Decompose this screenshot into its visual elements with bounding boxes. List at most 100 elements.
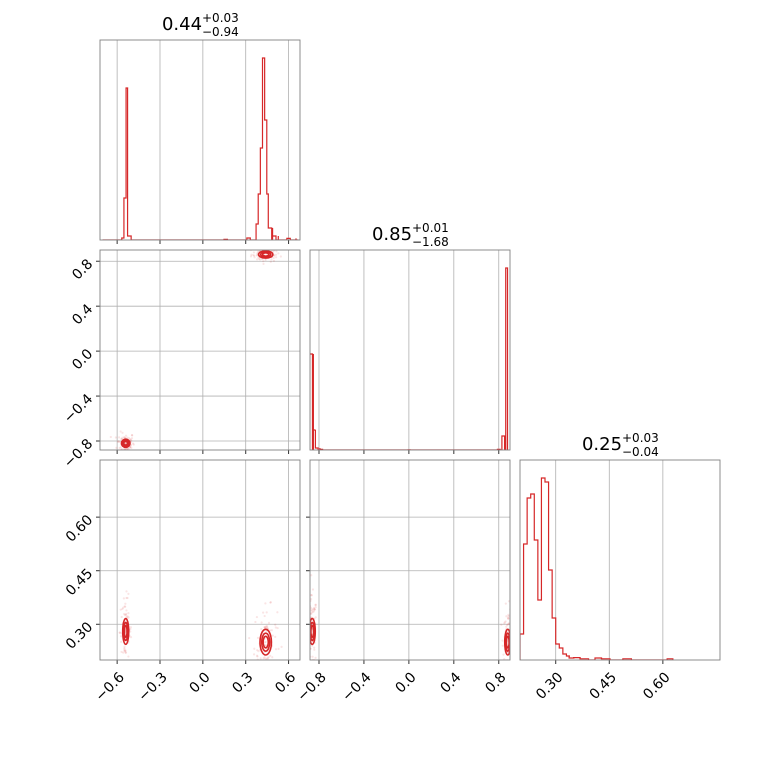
panel-1-1: 0.85 +0.01−1.68: [309, 221, 511, 454]
scatter-point: [119, 430, 122, 433]
scatter-point: [275, 663, 277, 665]
scatter-point: [118, 631, 121, 634]
scatter-point: [127, 661, 129, 663]
scatter-point: [254, 620, 257, 624]
scatter-point: [313, 608, 316, 611]
scatter-point: [271, 634, 274, 637]
density-contour: [121, 617, 130, 646]
title-median: 0.25: [582, 434, 622, 455]
scatter-point: [269, 662, 271, 664]
scatter-point: [123, 648, 126, 651]
scatter-point: [119, 446, 122, 449]
scatter-point: [264, 247, 266, 249]
scatter-point: [503, 621, 506, 624]
scatter-point: [505, 615, 508, 618]
scatter-point: [312, 606, 316, 610]
scatter-point: [306, 647, 308, 649]
scatter-point: [252, 653, 256, 656]
scatter-point: [129, 630, 132, 633]
scatter-point: [270, 629, 273, 632]
scatter-point: [120, 437, 123, 441]
scatter-point: [310, 611, 313, 614]
scatter-point: [272, 250, 275, 253]
scatter-point: [261, 678, 263, 680]
density-contour: [310, 617, 317, 646]
scatter-point: [273, 254, 276, 257]
scatter-point: [124, 651, 127, 654]
scatter-point: [280, 645, 283, 648]
scatter-point: [266, 625, 269, 628]
scatter-point: [125, 448, 128, 450]
scatter-point: [265, 644, 268, 647]
panel-background: [100, 460, 300, 660]
scatter-point: [310, 612, 313, 615]
scatter-point: [263, 626, 266, 629]
x-tick-label: 0.0: [393, 669, 420, 696]
scatter-point: [269, 654, 272, 657]
scatter-point: [266, 656, 269, 660]
scatter-point: [120, 615, 123, 619]
title-minus-error: −0.04: [622, 445, 659, 459]
scatter-point: [306, 674, 308, 676]
title-minus-error: −1.68: [412, 235, 449, 249]
panel-background: [520, 460, 720, 660]
scatter-point: [259, 657, 262, 660]
scatter-point: [125, 613, 128, 616]
scatter-point: [503, 658, 506, 660]
scatter-point: [310, 597, 313, 601]
scatter-point: [310, 574, 313, 577]
scatter-point: [115, 446, 118, 449]
x-tick-label: 0.45: [587, 669, 620, 702]
scatter-point: [506, 623, 510, 626]
y-tick-label: −0.4: [61, 391, 96, 426]
scatter-point: [120, 635, 123, 638]
scatter-point: [124, 605, 127, 608]
density-contour: [259, 628, 273, 656]
scatter-point: [514, 627, 516, 629]
scatter-point: [109, 435, 112, 439]
scatter-point: [503, 664, 505, 666]
scatter-point: [269, 601, 272, 604]
scatter-point: [506, 666, 508, 668]
scatter-point: [265, 626, 269, 629]
scatter-point: [256, 655, 259, 658]
scatter-point: [128, 453, 130, 455]
scatter-point: [310, 593, 313, 597]
scatter-point: [118, 440, 121, 443]
scatter-point: [263, 614, 266, 618]
scatter-point: [505, 710, 507, 712]
scatter-point: [264, 602, 267, 605]
density-contour: [259, 251, 272, 258]
scatter-point: [255, 654, 259, 657]
title-median: 0.85: [372, 224, 412, 245]
scatter-point: [509, 668, 511, 670]
scatter-point: [126, 436, 129, 439]
scatter-point: [253, 647, 256, 650]
scatter-point: [262, 262, 265, 266]
scatter-point: [265, 625, 268, 628]
y-tick-label: 0.30: [63, 619, 96, 652]
scatter-point: [310, 594, 313, 597]
panel-background: [310, 460, 510, 660]
scatter-point: [255, 254, 258, 257]
scatter-point: [123, 605, 126, 608]
scatter-point: [114, 436, 117, 439]
density-contour: [505, 635, 510, 649]
scatter-point: [262, 657, 265, 660]
scatter-point: [512, 670, 514, 672]
scatter-point: [275, 256, 278, 259]
panel-frame: [99, 249, 301, 451]
scatter-point: [272, 259, 276, 262]
panel-frame: [309, 249, 511, 451]
scatter-point: [117, 440, 120, 443]
scatter-point: [269, 629, 272, 632]
x-tick-label: 0.4: [438, 669, 465, 696]
scatter-point: [274, 626, 277, 629]
scatter-point: [507, 622, 510, 625]
panel-background: [100, 40, 300, 240]
scatter-point: [127, 437, 131, 440]
scatter-point: [127, 448, 130, 450]
scatter-point: [118, 436, 121, 439]
title-median: 0.44: [162, 14, 202, 35]
scatter-point: [123, 613, 127, 617]
